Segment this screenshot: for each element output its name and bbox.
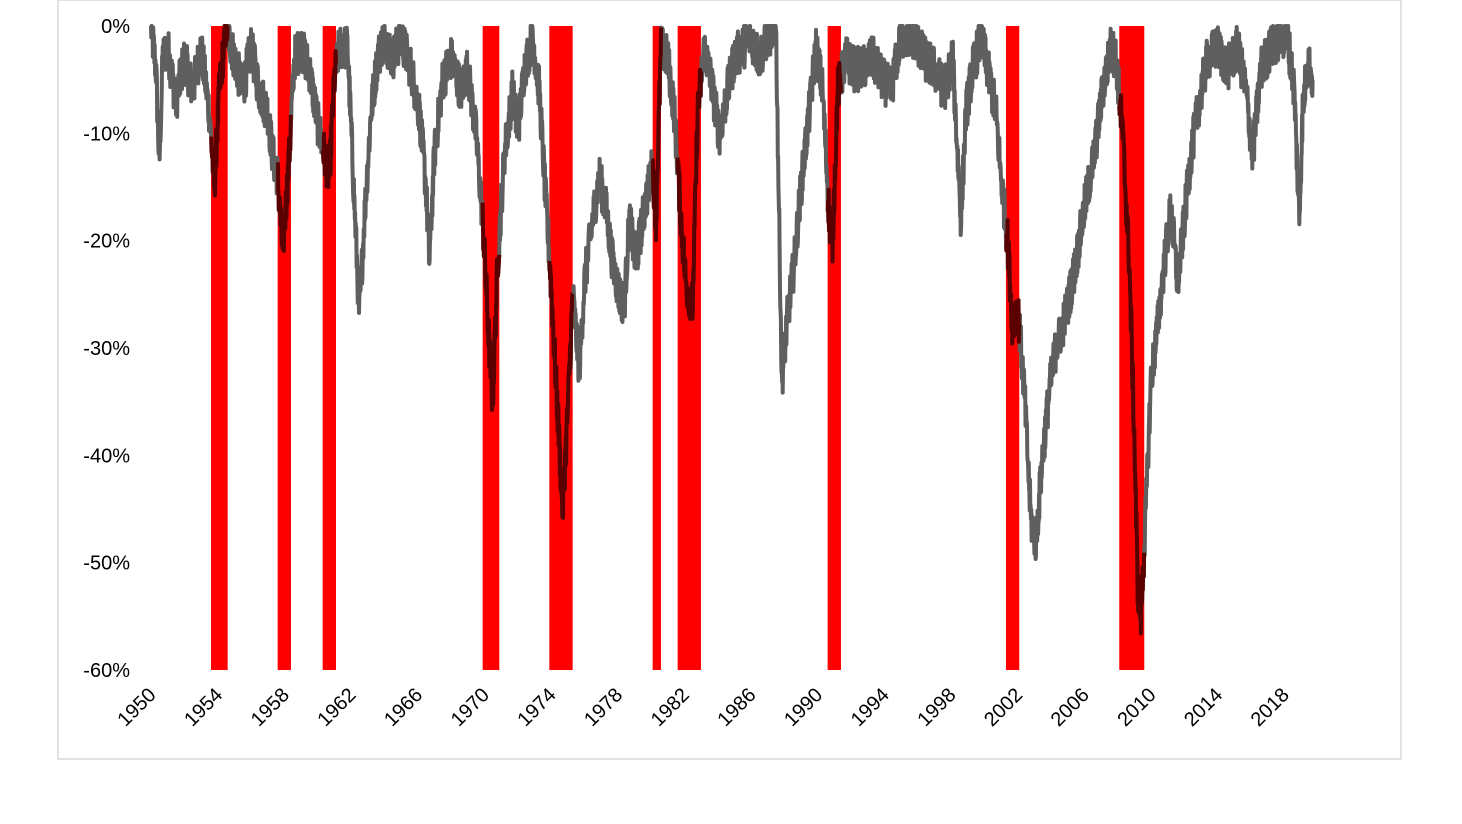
recession-band [549,26,573,670]
drawdown-line-recession-overlap [480,202,502,412]
drawdown-line-recession-overlap [209,24,230,198]
drawdown-line-recession-overlap [675,67,703,321]
y-tick-label: 0% [101,16,130,38]
drawdown-line-recession-overlap [1004,218,1022,346]
recession-band [827,26,841,670]
drawdown-line-recession-overlap [650,27,663,242]
drawdown-line [149,24,1315,636]
y-tick-label: -50% [83,553,130,575]
y-tick-label: -30% [83,338,130,360]
drawdown-line-recession-overlap [1117,93,1147,636]
drawdown-series [149,24,1315,636]
y-axis-tick-labels: 0% -10% -20% -30% -40% -50% -60% [83,16,130,682]
drawdown-line-recession-overlap [547,260,575,520]
drawdown-line-recession-overlap [275,114,293,253]
recession-band [322,26,336,670]
overlap-series [209,24,1147,636]
recession-band [1005,26,1020,670]
y-tick-label: -20% [83,231,130,253]
recession-band [652,26,661,670]
drawdown-line-recession-overlap [825,61,843,264]
y-tick-label: -60% [83,660,130,682]
y-tick-label: -40% [83,445,130,467]
drawdown-line-recession-overlap [320,49,338,189]
y-tick-label: -10% [83,123,130,145]
